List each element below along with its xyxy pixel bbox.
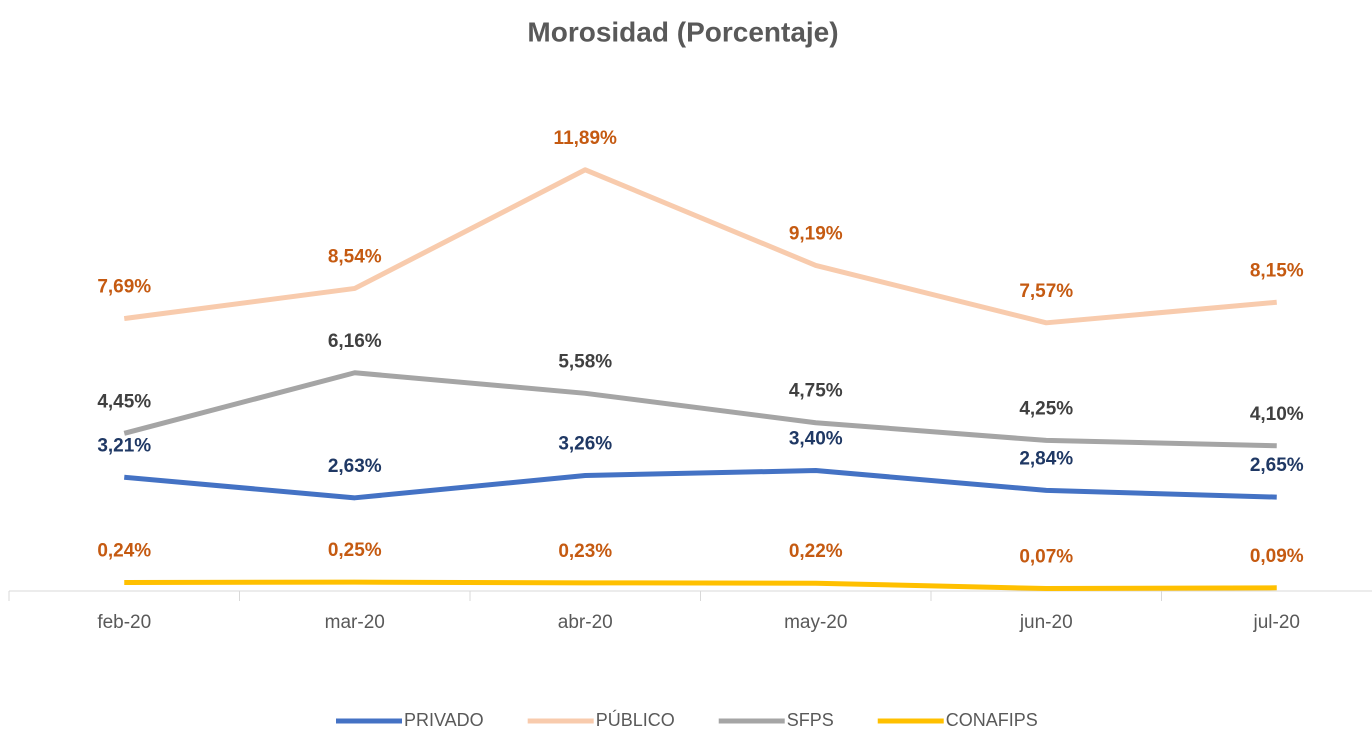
- data-label: 6,16%: [328, 331, 382, 352]
- data-label: 0,23%: [558, 541, 612, 562]
- series-line: [123, 370, 1277, 449]
- x-tick-label: mar-20: [325, 612, 385, 633]
- data-label: 2,63%: [328, 456, 382, 477]
- x-tick-label: feb-20: [97, 612, 151, 633]
- series-line: [124, 468, 1277, 501]
- data-label: 3,40%: [789, 429, 843, 450]
- x-tick-label: jun-20: [1019, 612, 1073, 633]
- data-label: 0,09%: [1250, 546, 1304, 567]
- data-label: 8,54%: [328, 246, 382, 267]
- legend-label: SFPS: [787, 710, 834, 730]
- data-label: 4,25%: [1019, 398, 1073, 419]
- data-label: 3,26%: [558, 434, 612, 455]
- x-tick-label: may-20: [784, 612, 847, 633]
- data-label: 5,58%: [558, 351, 612, 372]
- data-label: 4,10%: [1250, 404, 1304, 425]
- data-label: 2,65%: [1250, 455, 1304, 476]
- series-line: [123, 167, 1277, 326]
- data-label: 7,69%: [97, 277, 151, 298]
- data-label: 11,89%: [554, 128, 617, 149]
- data-label: 4,75%: [789, 381, 843, 402]
- x-tick-label: abr-20: [558, 612, 613, 633]
- data-label: 0,07%: [1019, 547, 1073, 568]
- data-label: 0,25%: [328, 540, 382, 561]
- chart-title: Morosidad (Porcentaje): [527, 16, 838, 47]
- legend-label: PÚBLICO: [596, 709, 675, 730]
- data-label: 8,15%: [1250, 260, 1304, 281]
- series-line: [124, 579, 1277, 592]
- data-label: 3,21%: [97, 435, 151, 456]
- data-label: 0,22%: [789, 541, 843, 562]
- x-tick-label: jul-20: [1253, 612, 1300, 633]
- data-label: 4,45%: [97, 391, 151, 412]
- data-label: 0,24%: [97, 541, 151, 562]
- data-label: 2,84%: [1019, 448, 1073, 469]
- legend-label: CONAFIPS: [946, 710, 1038, 730]
- data-label: 7,57%: [1019, 281, 1073, 302]
- data-label: 9,19%: [789, 223, 843, 244]
- legend-label: PRIVADO: [404, 710, 484, 730]
